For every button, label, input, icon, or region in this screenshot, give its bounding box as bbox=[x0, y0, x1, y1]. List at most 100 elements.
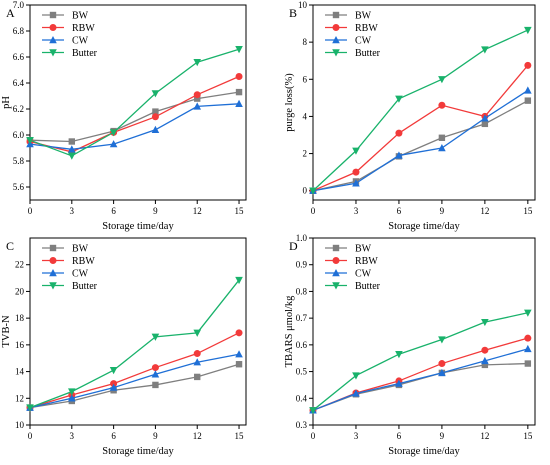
chart-panel-b: 0 3 6 9 12 15 0 2 4 6 8 10 Storage time/day purge los… bbox=[284, 0, 536, 232]
data-point bbox=[193, 59, 202, 67]
legend-marker bbox=[332, 244, 340, 252]
data-point bbox=[193, 358, 202, 366]
data-point bbox=[352, 168, 360, 176]
y-tick-label: 0 bbox=[303, 186, 308, 196]
panel-label: B bbox=[289, 6, 297, 20]
x-tick-label: 12 bbox=[480, 431, 489, 441]
series-line bbox=[29, 91, 240, 143]
y-tick-label: 6.4 bbox=[13, 78, 25, 88]
data-point bbox=[481, 346, 489, 354]
legend-marker bbox=[49, 269, 57, 277]
y-tick-label: 0.6 bbox=[296, 340, 308, 350]
x-tick-label: 9 bbox=[440, 206, 445, 216]
legend-label: BW bbox=[72, 11, 89, 22]
legend-marker bbox=[49, 36, 57, 44]
y-tick-label: 7.0 bbox=[13, 0, 25, 10]
data-point bbox=[438, 360, 446, 368]
data-point bbox=[68, 152, 76, 160]
y-tick-label: 5.6 bbox=[13, 182, 25, 192]
data-point bbox=[151, 90, 160, 98]
legend-marker bbox=[332, 49, 340, 57]
series-cw bbox=[26, 350, 243, 411]
series-line bbox=[312, 348, 529, 411]
data-point bbox=[235, 276, 243, 285]
data-point bbox=[68, 145, 76, 153]
x-tick-label: 3 bbox=[70, 206, 75, 216]
data-point bbox=[109, 367, 118, 375]
data-point bbox=[352, 179, 360, 187]
y-tick-label: 18 bbox=[15, 313, 25, 323]
legend-label: CW bbox=[72, 269, 89, 280]
x-tick-label: 6 bbox=[397, 206, 402, 216]
legend-marker bbox=[332, 11, 340, 19]
x-tick-label: 6 bbox=[111, 431, 116, 441]
y-tick-label: 10 bbox=[298, 0, 308, 10]
x-tick-label: 3 bbox=[354, 431, 359, 441]
x-tick-label: 0 bbox=[311, 206, 316, 216]
data-point bbox=[395, 95, 403, 103]
x-axis-label: Storage time/day bbox=[102, 221, 174, 232]
legend-label: BW bbox=[72, 244, 89, 255]
chart-panel-d: 0 3 6 9 12 15 0.3 0.4 0.5 0.6 0.7 0.8 0.9 1.0 Storage … bbox=[284, 233, 536, 457]
data-point bbox=[395, 379, 403, 387]
data-point bbox=[438, 76, 446, 84]
data-point bbox=[481, 356, 489, 365]
y-tick-label: 16 bbox=[15, 340, 25, 350]
plot-frame bbox=[29, 4, 247, 201]
data-point bbox=[524, 86, 532, 94]
legend-marker bbox=[49, 49, 57, 57]
data-point bbox=[481, 318, 489, 327]
series-bw bbox=[309, 360, 532, 414]
y-tick-label: 6 bbox=[303, 74, 308, 84]
data-point bbox=[524, 61, 532, 69]
data-point bbox=[352, 147, 360, 155]
chart-panel-c: 0 3 6 9 12 15 10 12 14 16 18 20 22 Storage time/day TV… bbox=[1, 237, 247, 457]
y-tick-label: 6.8 bbox=[13, 26, 25, 36]
y-tick-label: 5.8 bbox=[13, 156, 25, 166]
panel-label: A bbox=[6, 6, 15, 20]
series-cw bbox=[26, 99, 243, 153]
series-line bbox=[29, 353, 240, 409]
data-point bbox=[524, 26, 532, 35]
data-point bbox=[395, 351, 403, 359]
x-tick-label: 15 bbox=[523, 431, 533, 441]
data-point bbox=[438, 101, 446, 109]
legend-label: RBW bbox=[72, 23, 95, 34]
series-line bbox=[29, 332, 240, 409]
legend-label: BW bbox=[355, 244, 372, 255]
data-point bbox=[481, 114, 489, 122]
y-axis-label: TBARS μmol/kg bbox=[284, 295, 295, 368]
y-tick-label: 8 bbox=[303, 37, 308, 47]
legend-marker bbox=[332, 24, 340, 31]
series-rbw bbox=[26, 73, 243, 156]
data-point bbox=[524, 97, 532, 104]
data-point bbox=[395, 151, 403, 159]
data-point bbox=[194, 95, 201, 102]
y-tick-label: 2 bbox=[303, 149, 308, 159]
legend-marker bbox=[332, 257, 340, 264]
series-line bbox=[312, 89, 529, 192]
data-point bbox=[235, 361, 243, 368]
data-point bbox=[68, 138, 76, 145]
x-tick-label: 3 bbox=[354, 206, 359, 216]
data-point bbox=[481, 46, 489, 54]
series-bw bbox=[309, 97, 532, 194]
data-point bbox=[151, 125, 160, 133]
data-point bbox=[109, 383, 118, 391]
series-cw bbox=[309, 344, 532, 414]
y-tick-label: 22 bbox=[15, 260, 24, 270]
data-point bbox=[152, 381, 159, 389]
data-point bbox=[109, 129, 118, 137]
series-butter bbox=[26, 276, 243, 412]
series-cw bbox=[309, 86, 532, 194]
data-point bbox=[151, 370, 160, 378]
x-tick-label: 9 bbox=[153, 431, 158, 441]
legend-marker bbox=[49, 244, 57, 252]
series-line bbox=[29, 48, 240, 157]
legend-label: Butter bbox=[355, 48, 381, 59]
series-butter bbox=[309, 309, 532, 415]
